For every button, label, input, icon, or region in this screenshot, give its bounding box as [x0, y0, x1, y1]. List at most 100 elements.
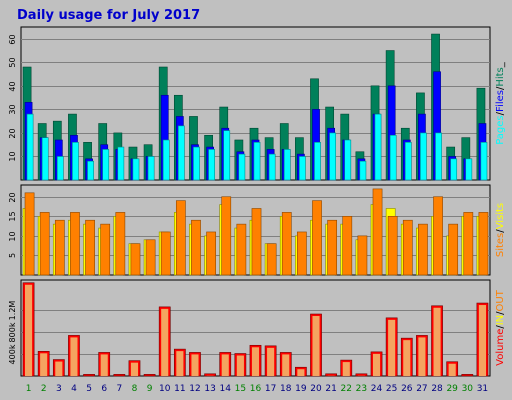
bar-pages [87, 160, 94, 181]
bar-pages [193, 146, 200, 181]
bar-volume [143, 374, 156, 377]
bar-sites [191, 219, 201, 276]
bar-pages [223, 130, 231, 181]
bar-sites [175, 200, 186, 276]
bar-volume-inner [448, 363, 456, 376]
bar-pages [41, 137, 49, 181]
bar-volume-inner [251, 347, 260, 376]
legend-entry: OUT [495, 289, 506, 311]
bar-sites [327, 219, 338, 276]
x-tick-label: 27 [416, 384, 427, 394]
bar-volume [204, 373, 216, 377]
x-tick-label: 10 [159, 384, 171, 394]
y-tick-label: 5 [8, 253, 17, 258]
bar-volume [113, 374, 126, 377]
x-tick-label: 29 [446, 384, 458, 394]
x-tick-label: 14 [220, 384, 232, 394]
bar-volume [355, 373, 368, 377]
bar-sites [70, 212, 80, 276]
bar-sites [448, 223, 459, 276]
bar-sites [206, 231, 216, 276]
bar-sites [85, 219, 95, 276]
bar-volume-inner [372, 353, 381, 376]
bar-pages [162, 139, 170, 181]
x-tick-label: 6 [101, 384, 107, 394]
bar-volume-inner [130, 362, 139, 376]
legend-requests-text: Pages/Files/Hits_ [495, 61, 506, 145]
legend-volume: Volume/IN/OUT [495, 289, 506, 366]
legend-entry: / [495, 325, 506, 329]
bar-pages [344, 139, 352, 181]
x-tick-label: 1 [26, 384, 32, 394]
x-tick-label: 21 [325, 384, 336, 394]
bar-sites [433, 196, 443, 276]
x-tick-label: 24 [371, 384, 383, 394]
legend-entry: / [495, 229, 506, 233]
x-tick-label: 5 [86, 384, 92, 394]
x-tick-label: 30 [462, 384, 474, 394]
y-tick-label: 10 [8, 151, 17, 161]
bar-pages [299, 156, 306, 181]
x-tick-label: 23 [356, 384, 367, 394]
x-tick-label: 13 [204, 384, 215, 394]
bar-pages [450, 158, 458, 181]
bar-sites [281, 212, 292, 276]
bar-sites [387, 216, 398, 276]
bar-sites [372, 188, 383, 276]
bar-volume-inner [191, 354, 199, 376]
x-tick-label: 28 [431, 384, 443, 394]
bar-volume [461, 374, 474, 377]
x-tick-label: 4 [71, 384, 77, 394]
legend-entry: / [495, 311, 506, 315]
bar-pages [359, 160, 367, 181]
bar-volume-inner [297, 369, 305, 376]
legend-entry: / [495, 111, 506, 115]
y-tick-label: 40 [8, 81, 17, 91]
bar-pages [389, 134, 397, 181]
bar-volume-inner [342, 362, 350, 376]
y-tick-label: 800k [8, 322, 17, 342]
bar-pages [238, 153, 246, 181]
y-tick-label: 1.2M [8, 301, 17, 321]
bar-volume-inner [221, 354, 229, 376]
bar-sites [312, 200, 322, 276]
legend-entry: / [495, 86, 506, 90]
y-tick-label: 60 [8, 34, 17, 44]
x-tick-label: 8 [132, 384, 138, 394]
bar-pages [56, 156, 64, 181]
x-tick-label: 16 [250, 384, 262, 394]
legend-visitors: Sites/Visits [495, 203, 506, 257]
bar-volume-inner [433, 307, 441, 376]
bar-sites [221, 196, 232, 276]
y-tick-label: 20 [8, 192, 17, 202]
bar-sites [251, 208, 262, 276]
bar-sites [236, 223, 247, 276]
bar-pages [283, 149, 291, 181]
x-tick-label: 22 [341, 384, 352, 394]
x-tick-label: 7 [116, 384, 122, 394]
bar-volume-inner [282, 354, 290, 376]
bar-pages [253, 142, 261, 181]
bar-volume [325, 373, 338, 377]
bar-pages [147, 156, 155, 181]
x-tick-label: 31 [477, 384, 488, 394]
x-tick-label: 9 [147, 384, 153, 394]
x-tick-label: 15 [235, 384, 246, 394]
bar-pages [420, 132, 427, 181]
bar-volume [83, 374, 95, 377]
bar-sites [478, 212, 489, 276]
bar-sites [463, 212, 474, 276]
y-tick-label: 50 [8, 57, 17, 67]
bar-sites [100, 223, 111, 276]
bar-pages [117, 146, 125, 181]
bar-pages [177, 125, 185, 181]
bar-pages [404, 142, 412, 181]
legend-requests: Pages/Files/Hits_ [495, 61, 506, 145]
bar-volume-inner [55, 361, 63, 376]
x-tick-label: 11 [174, 384, 185, 394]
bar-volume-inner [236, 355, 244, 376]
bar-sites [342, 216, 353, 276]
bar-sites [54, 219, 65, 276]
